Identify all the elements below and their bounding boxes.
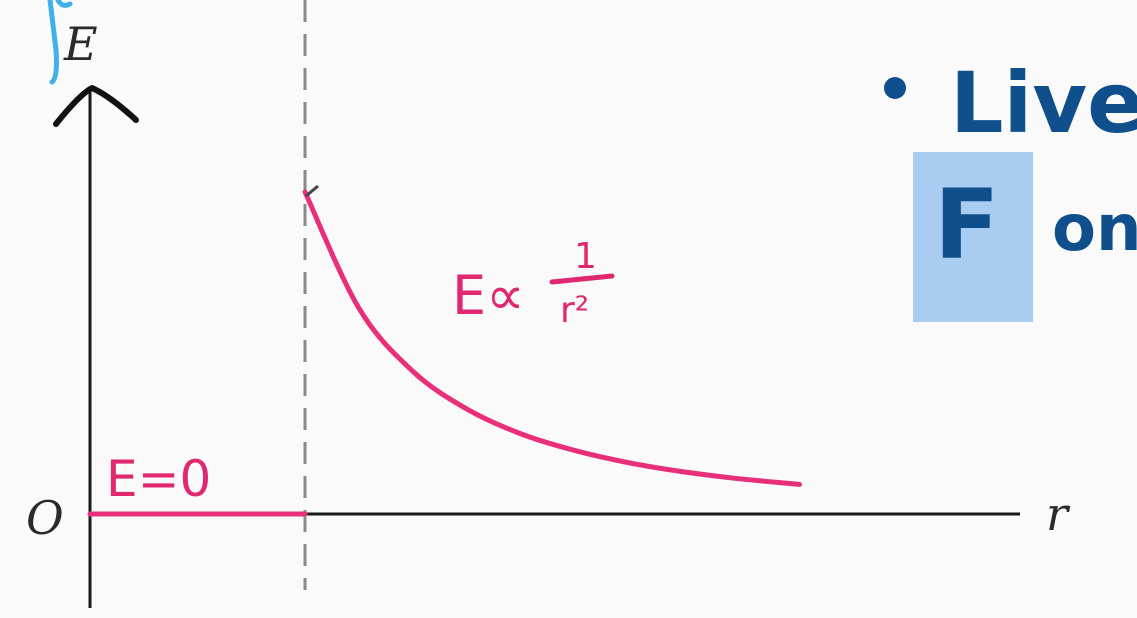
- annotation-outside-numerator: 1: [574, 236, 597, 277]
- annotation-outside-lhs: E∝: [452, 264, 525, 327]
- annotation-inside: E=0: [106, 450, 211, 508]
- cyan-ink-mark: [47, 0, 73, 85]
- x-axis-label: r: [1046, 487, 1071, 541]
- series-outside-curve: [302, 189, 802, 487]
- annotation-outside-denominator: r²: [560, 290, 589, 331]
- highlight-letter: F: [934, 169, 1000, 281]
- origin-label: O: [26, 491, 64, 545]
- bullet-text: Live: [950, 54, 1137, 152]
- y-axis-arrowhead: [53, 85, 139, 127]
- highlight-box: [913, 152, 1033, 322]
- trailing-text: on: [1052, 192, 1137, 266]
- bullet-dot: [884, 77, 906, 99]
- curve-start-tick: [305, 184, 319, 198]
- y-axis-label: E: [63, 17, 98, 71]
- annotation-fraction-bar: [549, 273, 615, 285]
